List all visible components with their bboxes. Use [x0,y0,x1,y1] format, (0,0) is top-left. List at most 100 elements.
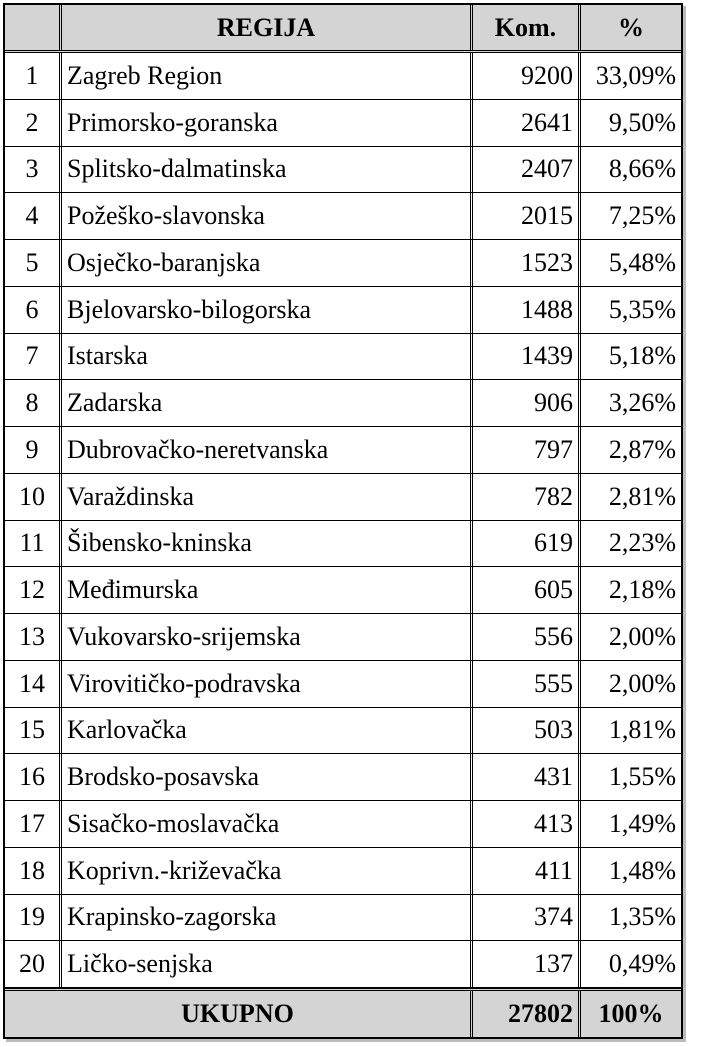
table-cell: 605 [470,567,578,613]
table-row: 14 Virovitičko-podravska 555 2,00% [5,660,681,708]
table-cell: 2,00% [578,660,681,707]
table-cell: 2641 [470,99,578,146]
table-cell: 12 [19,575,45,605]
table-cell: Brodsko-posavska [59,754,470,800]
table-cell: 1523 [470,240,578,286]
table-cell: Osječko-baranjska [59,240,470,286]
table-cell: 17 [19,808,45,838]
table-cell: 2,87% [578,427,681,473]
table-row: 12 Međimurska 605 2,18% [5,567,681,614]
table-cell: 5,48% [578,240,681,286]
table-cell: 5,35% [578,286,681,333]
table-cell: 4 [25,201,39,231]
table-cell: 782 [470,473,578,520]
table-cell: 906 [470,380,578,426]
table-cell: 7 [25,341,39,371]
table-cell: 3,26% [578,380,681,426]
table-body: 1 Zagreb Region 9200 33,09% 2 Primorsko-goran… [5,53,681,988]
table-cell: 1,55% [578,754,681,800]
table-row: 10 Varaždinska 782 2,81% [5,473,681,521]
table-row: 11 Šibensko-kninska 619 2,23% [5,520,681,568]
table-cell: 1,49% [578,801,681,847]
footer-row: UKUPNO 27802 100% [5,988,681,1037]
table-cell: 5 [25,247,39,277]
table-cell: 33,09% [578,53,681,99]
table-cell: 8 [25,388,39,418]
table-cell: Zagreb Region [59,53,470,99]
table-cell: 503 [470,707,578,754]
table-cell: 9200 [470,53,578,99]
table-cell: Krapinsko-zagorska [59,894,470,941]
table-cell: 1488 [470,286,578,333]
table-cell: 413 [470,801,578,847]
table-row: 13 Vukovarsko-srijemska 556 2,00% [5,614,681,661]
table-cell: 1,35% [578,894,681,941]
table-cell: 1439 [470,333,578,380]
table-cell: 2407 [470,146,578,193]
table-cell: 619 [470,520,578,567]
footer-cell: 100% [578,991,681,1037]
table: REGIJA Kom. % 1 Zagreb Region 9200 33,09% 2 P… [3,3,683,1039]
table-row: 6 Bjelovarsko-bilogorska 1488 5,35% [5,286,681,334]
table-row: 5 Osječko-baranjska 1523 5,48% [5,240,681,287]
table-cell: 14 [19,668,45,698]
table-cell: 797 [470,427,578,473]
table-cell: 137 [470,941,578,987]
table-cell: 7,25% [578,193,681,239]
table-cell: 9,50% [578,99,681,146]
table-cell: Virovitičko-podravska [59,660,470,707]
table-cell: 411 [470,847,578,894]
table-cell: 2,81% [578,473,681,520]
table-cell: 1,48% [578,847,681,894]
table-cell: 20 [19,949,45,979]
table-row: 17 Sisačko-moslavačka 413 1,49% [5,801,681,848]
table-cell: 11 [19,528,45,558]
table-cell: 9 [25,434,39,464]
table-cell: 16 [19,762,45,792]
table-cell: 3 [25,154,39,184]
table-row: 7 Istarska 1439 5,18% [5,333,681,381]
table-cell: Karlovačka [59,707,470,754]
table-row: 18 Koprivn.-križevačka 411 1,48% [5,847,681,895]
table-cell: 19 [19,902,45,932]
table-cell: 431 [470,754,578,800]
table-cell: Zadarska [59,380,470,426]
table-cell: Primorsko-goranska [59,99,470,146]
table-cell: 6 [25,294,39,324]
table-cell: 2,00% [578,614,681,660]
header-cell [5,5,59,50]
table-row: 15 Karlovačka 503 1,81% [5,707,681,755]
table-cell: 555 [470,660,578,707]
table-cell: 10 [19,481,45,511]
header-cell: REGIJA [59,5,470,50]
footer-cell: 27802 [470,991,578,1037]
table-cell: 15 [19,715,45,745]
table-row: 20 Ličko-senjska 137 0,49% [5,941,681,988]
table-cell: Šibensko-kninska [59,520,470,567]
header-cell: % [578,5,681,50]
table-row: 16 Brodsko-posavska 431 1,55% [5,754,681,801]
table-row: 2 Primorsko-goranska 2641 9,50% [5,99,681,147]
table-cell: Vukovarsko-srijemska [59,614,470,660]
table-cell: Ličko-senjska [59,941,470,987]
table-row: 19 Krapinsko-zagorska 374 1,35% [5,894,681,942]
table-cell: Međimurska [59,567,470,613]
table-cell: Dubrovačko-neretvanska [59,427,470,473]
table-cell: 2,18% [578,567,681,613]
table-row: 1 Zagreb Region 9200 33,09% [5,53,681,100]
table-cell: 2 [25,107,39,137]
footer-cell: UKUPNO [181,999,294,1028]
table-cell: Istarska [59,333,470,380]
table-cell: 1 [25,60,39,90]
table-cell: Bjelovarsko-bilogorska [59,286,470,333]
table-cell: Varaždinska [59,473,470,520]
table-cell: Splitsko-dalmatinska [59,146,470,193]
header-cell: Kom. [470,5,578,50]
header-row: REGIJA Kom. % [5,5,681,53]
table-cell: 8,66% [578,146,681,193]
table-row: 4 Požeško-slavonska 2015 7,25% [5,193,681,240]
table-cell: 13 [19,621,45,651]
table-cell: 0,49% [578,941,681,987]
table-cell: Požeško-slavonska [59,193,470,239]
